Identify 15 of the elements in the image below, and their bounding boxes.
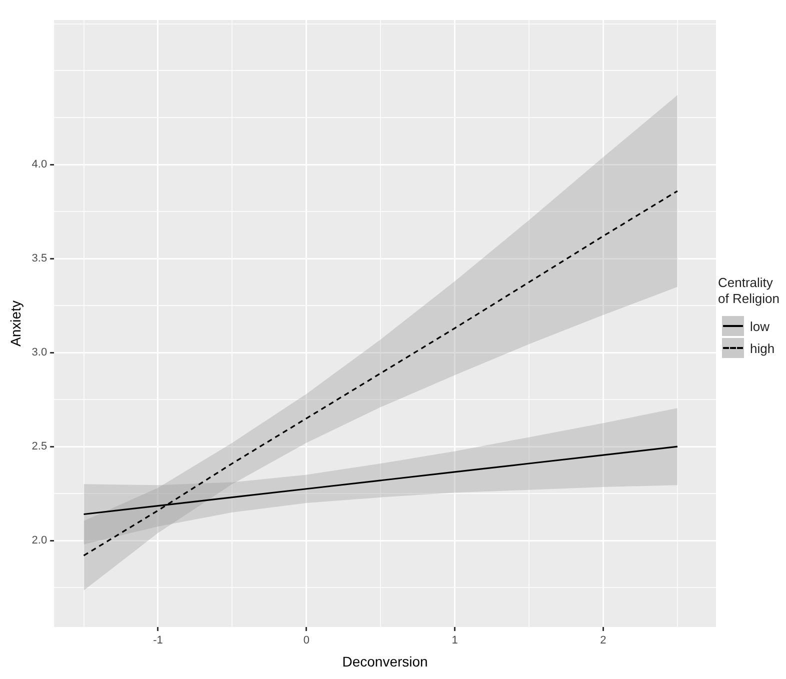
x-tick-label: 2 <box>600 634 606 647</box>
legend-label: high <box>750 340 775 356</box>
y-tick-label: 2.0 <box>32 534 48 547</box>
y-tick-label: 2.5 <box>32 440 48 453</box>
line-series <box>82 190 678 556</box>
y-axis-title: Anxiety <box>7 300 24 346</box>
legend-label: low <box>750 318 770 334</box>
y-tick-label: 4.0 <box>32 158 48 171</box>
x-tick-label: 1 <box>452 634 458 647</box>
y-tick-label: 3.0 <box>32 346 48 359</box>
y-tick-label: 3.5 <box>32 252 48 265</box>
legend-title: Centrality of Religion <box>718 275 780 307</box>
x-axis-title: Deconversion <box>342 653 428 670</box>
x-tick-label: 0 <box>303 634 310 647</box>
x-tick-label: -1 <box>153 634 163 647</box>
